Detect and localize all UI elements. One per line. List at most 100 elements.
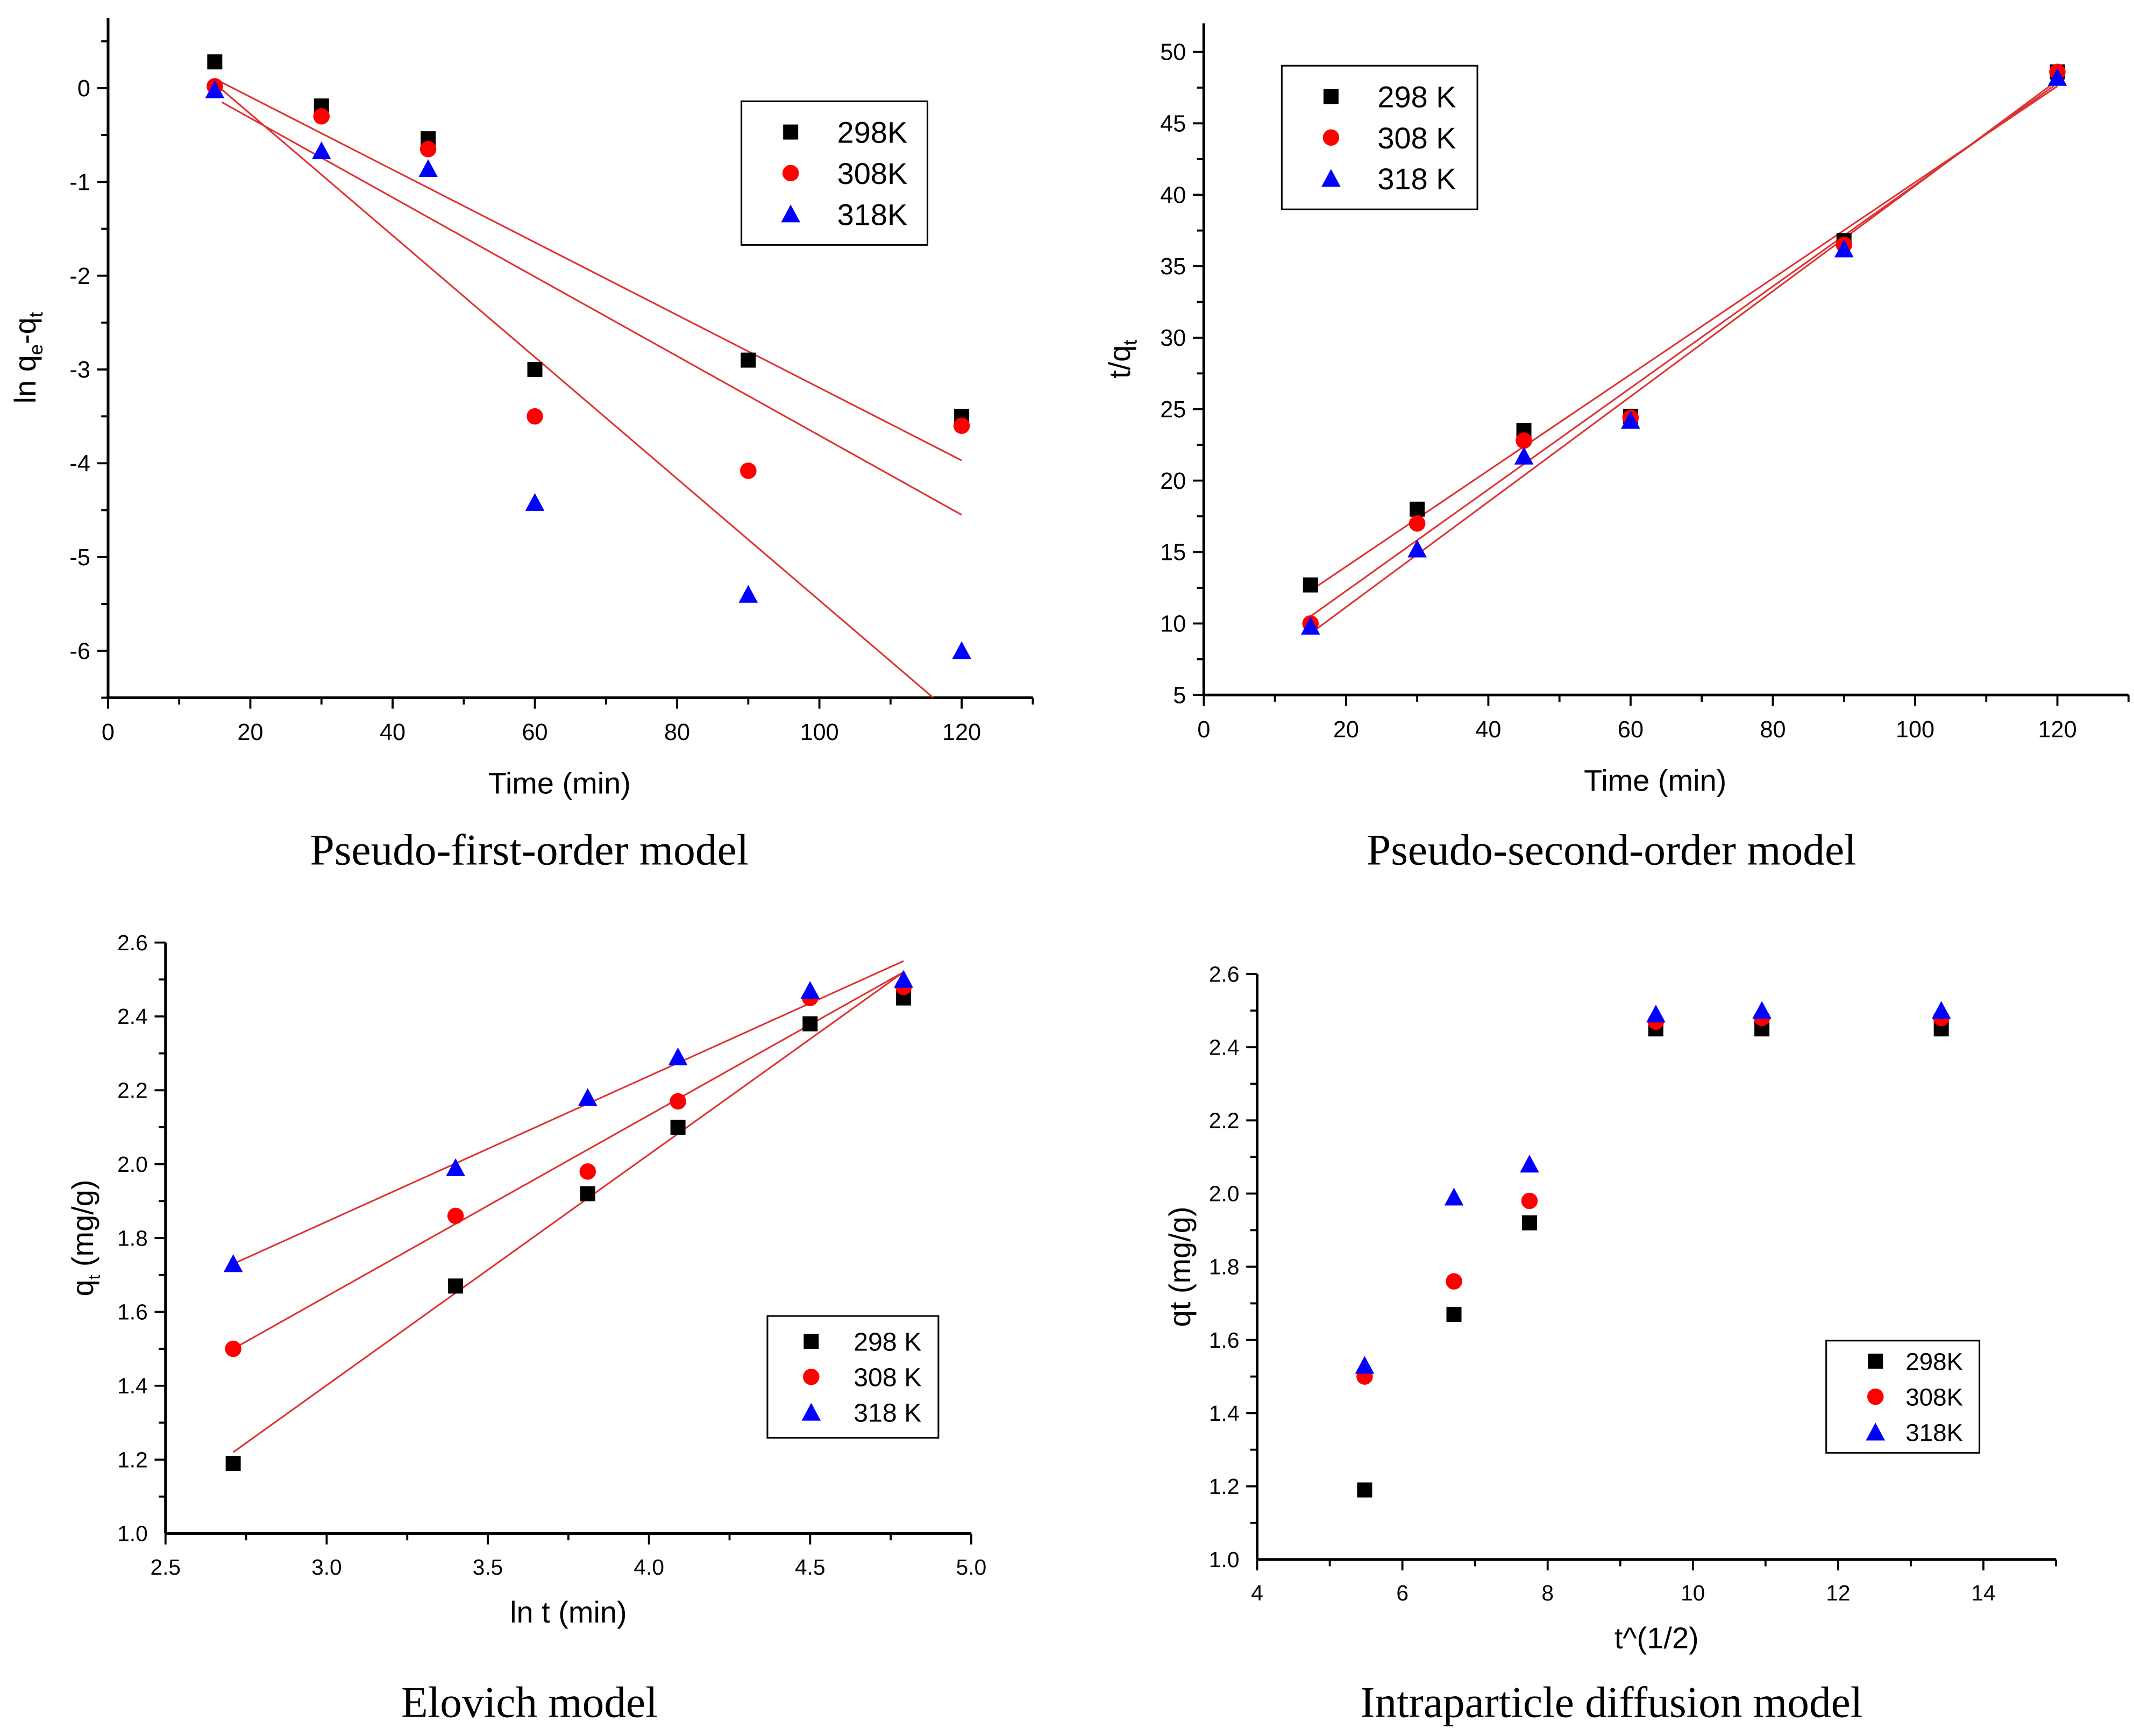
legend-marker-318K: [1866, 1422, 1886, 1441]
data-point-318K: [223, 1254, 243, 1272]
x-tick-label: 60: [1618, 717, 1644, 743]
fit-line-318K: [232, 960, 904, 1265]
data-point-298K: [670, 1120, 686, 1135]
y-axis-label: t/qt: [1102, 340, 1141, 379]
y-tick-label: 2.4: [1209, 1035, 1240, 1059]
y-tick-label: 1.8: [117, 1226, 148, 1250]
y-tick-label: 1.0: [117, 1521, 148, 1546]
x-tick-label: 12: [1826, 1581, 1850, 1605]
x-tick-label: 3.0: [311, 1555, 342, 1580]
x-tick-label: 2.5: [150, 1555, 181, 1580]
data-point-318K: [800, 981, 820, 999]
y-tick-label: -1: [69, 169, 90, 195]
x-tick-label: 4.0: [634, 1555, 664, 1580]
y-tick-label: 2.6: [1209, 962, 1240, 986]
intraparticle-diffusion-chart: 4 6 8 10 12 14 1.0 1.2 1.4 1.6 1.8 2.0 2.2 2.4 2.6 t^(1…: [1163, 962, 2057, 1726]
legend-label: 308K: [1905, 1384, 1963, 1411]
fit-line-308K: [221, 101, 962, 516]
legend-label: 298K: [1905, 1348, 1963, 1375]
chart-caption: Intraparticle diffusion model: [1360, 1677, 1862, 1726]
x-tick-label: 0: [1197, 717, 1210, 743]
y-tick-label: -4: [69, 451, 90, 477]
x-tick-label: 5.0: [956, 1555, 987, 1580]
legend-marker-308K: [1322, 129, 1340, 146]
data-point-298K: [1446, 1306, 1462, 1322]
legend-label: 298 K: [1377, 80, 1456, 114]
y-tick-label: 1.0: [1209, 1547, 1240, 1572]
legend: 298K 308K 318K: [741, 100, 929, 246]
x-axis-label: Time (min): [488, 766, 631, 800]
data-point-318K: [2047, 68, 2067, 86]
data-point-308K: [1516, 432, 1532, 449]
data-point-318K: [578, 1088, 597, 1106]
y-tick-label: 1.6: [1209, 1328, 1240, 1353]
data-point-298K: [802, 1016, 818, 1031]
y-tick-label: 1.6: [117, 1300, 148, 1325]
chart-caption: Pseudo-first-order model: [310, 826, 749, 874]
y-tick-label: 2.2: [1209, 1108, 1240, 1133]
data-point-308K: [1521, 1192, 1538, 1209]
legend-label: 308 K: [853, 1363, 921, 1392]
legend-marker-298K: [1323, 89, 1339, 104]
legend-box: [741, 100, 929, 246]
data-point-298K: [207, 54, 223, 70]
legend: 298K 308K 318K: [1825, 1340, 1981, 1454]
data-point-308K: [670, 1093, 686, 1110]
y-tick-label: 30: [1160, 325, 1186, 351]
legend-label: 298 K: [853, 1327, 921, 1356]
legend-marker-298K: [803, 1334, 819, 1349]
data-point-318K: [525, 493, 545, 511]
data-point-318K: [738, 585, 758, 603]
x-tick-label: 4.5: [795, 1555, 826, 1580]
y-tick-label: 2.0: [117, 1152, 148, 1177]
y-tick-label: 45: [1160, 111, 1186, 137]
data-point-308K: [1446, 1273, 1462, 1290]
y-tick-label: 2.6: [117, 930, 148, 955]
x-tick-label: 20: [237, 720, 263, 745]
legend-box: [1281, 65, 1478, 210]
x-tick-label: 100: [1896, 717, 1934, 743]
x-tick-label: 10: [1681, 1581, 1705, 1605]
x-tick-label: 20: [1333, 717, 1359, 743]
y-tick-label: 2.0: [1209, 1182, 1240, 1206]
y-tick-label: -2: [69, 264, 90, 289]
data-point-308K: [527, 408, 543, 425]
legend-label: 308K: [837, 156, 908, 190]
data-point-298K: [580, 1186, 595, 1201]
data-point-298K: [1357, 1482, 1372, 1498]
legend-marker-308K: [803, 1368, 820, 1385]
data-point-308K: [225, 1340, 241, 1357]
pseudo-first-order-chart: 0 20 40 60 80 100 120 0 -1 -2 -3 -4 -5 -6 Time (min) ln…: [8, 18, 1034, 874]
x-tick-label: 3.5: [473, 1555, 503, 1580]
y-axis-label: ln qe-qt: [8, 312, 47, 403]
data-point-298K: [1521, 1215, 1537, 1230]
y-tick-label: 2.4: [117, 1004, 148, 1029]
x-tick-label: 60: [522, 720, 547, 745]
x-tick-label: 0: [102, 720, 115, 745]
legend: 298 K 308 K 318 K: [766, 1315, 940, 1439]
data-point-298K: [1303, 577, 1318, 593]
data-point-298K: [527, 362, 543, 378]
y-tick-label: 0: [77, 76, 90, 102]
legend-marker-298K: [1868, 1353, 1883, 1369]
data-point-318K: [1355, 1356, 1375, 1374]
x-tick-label: 6: [1396, 1581, 1409, 1605]
data-point-318K: [1834, 239, 1854, 258]
legend: 298 K 308 K 318 K: [1281, 65, 1478, 210]
y-tick-label: 50: [1160, 40, 1186, 66]
y-tick-label: -3: [69, 357, 90, 383]
y-tick-label: -5: [69, 545, 90, 571]
data-point-318K: [1752, 1001, 1772, 1019]
y-tick-label: -6: [69, 638, 90, 664]
x-tick-label: 8: [1541, 1581, 1554, 1605]
y-tick-label: 1.2: [1209, 1474, 1240, 1499]
x-tick-label: 14: [1971, 1581, 1995, 1605]
data-point-318K: [1444, 1187, 1464, 1206]
y-tick-label: 5: [1173, 682, 1186, 708]
x-axis-label: t^(1/2): [1614, 1621, 1699, 1655]
data-point-318K: [1646, 1005, 1666, 1023]
data-point-318K: [894, 970, 913, 988]
x-tick-label: 40: [380, 720, 406, 745]
legend-marker-298K: [783, 124, 799, 140]
data-point-318K: [1407, 539, 1427, 558]
